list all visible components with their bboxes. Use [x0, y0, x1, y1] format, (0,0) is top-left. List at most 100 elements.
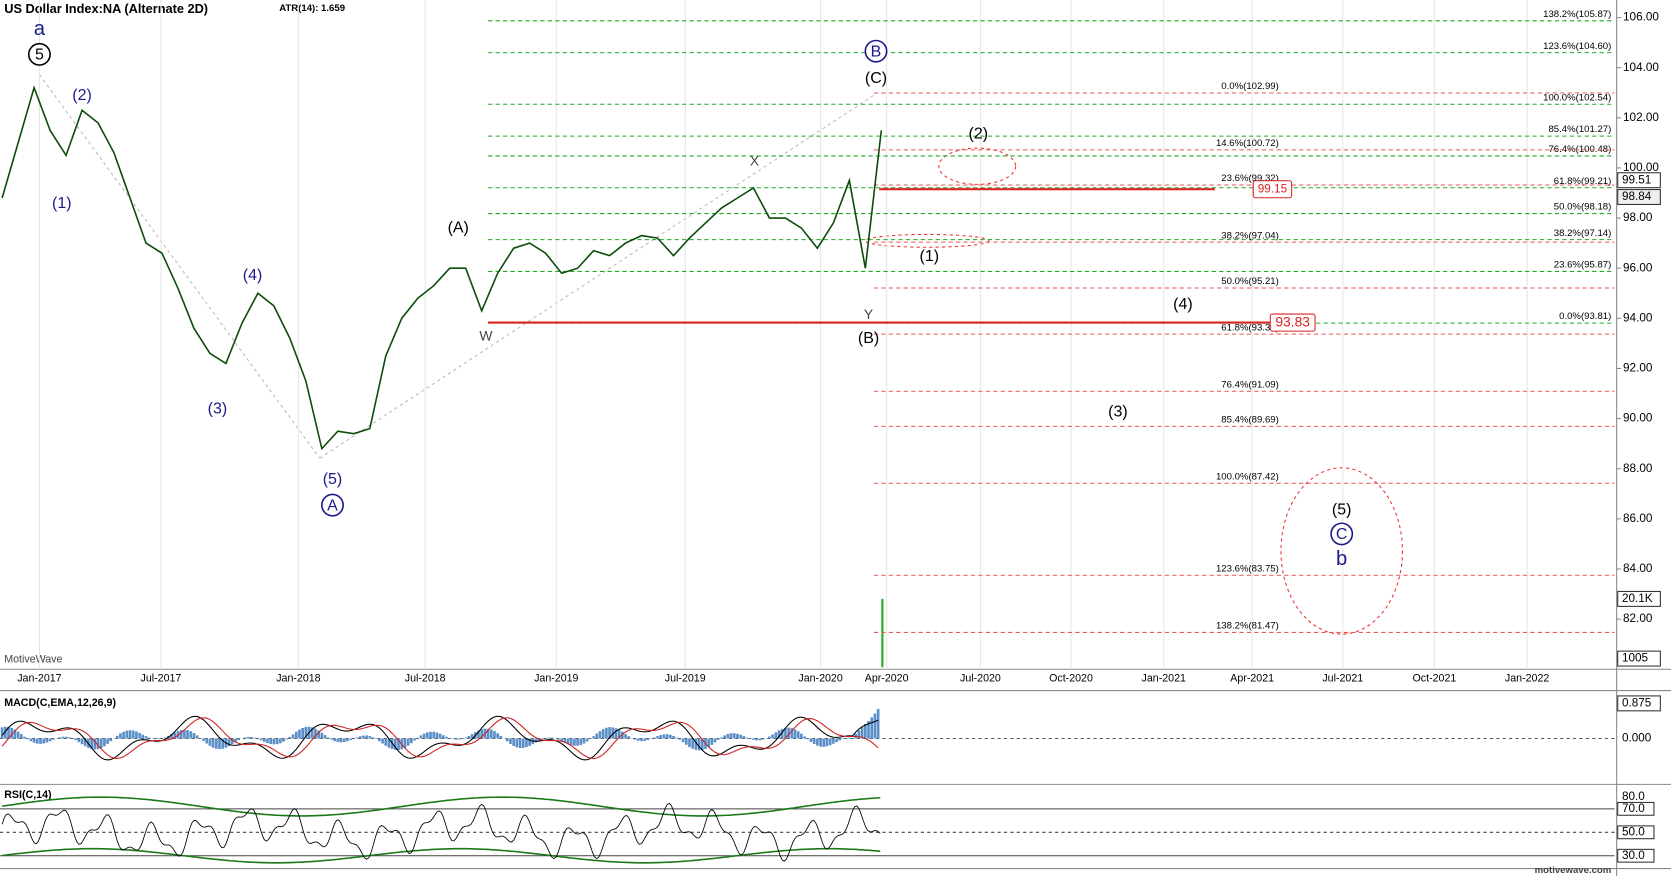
fib-label: 100.0%(87.42) — [1216, 471, 1279, 482]
x-tick-label: Jan-2020 — [798, 673, 842, 685]
target-ellipse — [938, 147, 1017, 185]
fib-label: 38.2%(97.14) — [1554, 228, 1612, 239]
macd-tick-label: 0.000 — [1622, 732, 1652, 745]
macd-line — [1, 715, 879, 761]
volume-box — [1617, 590, 1661, 607]
fib-label: 0.0%(93.81) — [1559, 311, 1611, 322]
rsi-title: RSI(C,14) — [4, 789, 52, 801]
y-tick-label: 102.00 — [1623, 111, 1659, 124]
wave-label: B — [871, 43, 882, 60]
rsi-band — [2, 847, 881, 864]
wave-label: (3) — [208, 400, 228, 417]
y-tick-label: 90.00 — [1623, 412, 1653, 425]
fib-label: 14.6%(100.72) — [1216, 138, 1279, 149]
rsi-band — [2, 796, 881, 817]
fib-label: 123.6%(83.75) — [1216, 563, 1279, 574]
axis-marker — [1617, 172, 1661, 189]
signal-line — [1, 717, 879, 760]
rsi-tick-label: 80.0 — [1622, 790, 1645, 803]
indicator: ATR(14): 1.659 — [279, 3, 345, 14]
wave-label: (3) — [1108, 404, 1128, 421]
axis-marker — [1617, 189, 1661, 206]
y-tick-label: 86.00 — [1623, 512, 1653, 525]
x-tick-label: Jul-2018 — [405, 673, 446, 685]
y-tick-label: 98.00 — [1623, 211, 1653, 224]
x-tick-label: Jan-2017 — [17, 673, 61, 685]
x-tick-label: Jul-2017 — [141, 673, 182, 685]
chart-title: US Dollar Index:NA (Alternate 2D) — [4, 1, 208, 16]
wave-label: Y — [864, 306, 873, 322]
x-tick-label: Jul-2021 — [1322, 673, 1363, 685]
y-tick-label: 92.00 — [1623, 362, 1653, 375]
volume-label: 20.1K — [1622, 592, 1653, 605]
macd-title: MACD(C,EMA,12,26,9) — [4, 697, 116, 709]
wave-label: (1) — [52, 195, 72, 212]
rsi-tick-label: 70.0 — [1622, 802, 1645, 815]
axis-box — [1617, 695, 1661, 712]
trend-line — [39, 74, 321, 459]
fib-label: 50.0%(95.21) — [1221, 276, 1279, 287]
watermark: MotiveWave — [4, 653, 62, 665]
wave-label: (C) — [865, 70, 887, 87]
wave-label: b — [1336, 548, 1347, 570]
axis-marker-label: 98.84 — [1622, 190, 1652, 203]
fib-label: 23.6%(99.32) — [1221, 173, 1279, 184]
marker-label: 99.15 — [1258, 182, 1288, 195]
x-tick-label: Jan-2021 — [1142, 673, 1186, 685]
y-tick-label: 82.00 — [1623, 612, 1653, 625]
wave-label: (5) — [323, 471, 343, 488]
fib-label: 76.4%(91.09) — [1221, 379, 1279, 390]
marker-label: 93.83 — [1275, 313, 1310, 329]
fib-label: 123.6%(104.60) — [1543, 41, 1611, 52]
fib-label: 0.0%(102.99) — [1221, 81, 1279, 92]
wave-circle — [1330, 522, 1354, 546]
target-ellipse — [864, 233, 990, 248]
axis-box — [1617, 825, 1655, 840]
x-tick-label: Jan-2018 — [276, 673, 320, 685]
volume-box — [1617, 650, 1661, 667]
fib-label: 76.4%(100.48) — [1548, 144, 1611, 155]
fib-label: 23.6%(95.87) — [1554, 260, 1612, 271]
macd-tick-label: 0.875 — [1622, 696, 1652, 709]
rsi-tick-label: 30.0 — [1622, 849, 1645, 862]
fib-label: 138.2%(81.47) — [1216, 621, 1279, 632]
wave-label: a — [34, 18, 46, 40]
y-tick-label: 96.00 — [1623, 261, 1653, 274]
target-ellipse — [1280, 467, 1403, 635]
wave-label: (1) — [920, 248, 940, 265]
fib-label: 38.2%(97.04) — [1221, 230, 1279, 241]
axis-marker-label: 99.51 — [1622, 173, 1651, 186]
fib-label: 61.8%(93.37) — [1221, 322, 1279, 333]
wave-label: X — [750, 153, 759, 169]
wave-label: (2) — [969, 125, 989, 142]
axis-box — [1617, 848, 1655, 863]
x-tick-label: Jul-2019 — [665, 673, 706, 685]
fib-label: 85.4%(101.27) — [1548, 124, 1611, 135]
y-tick-label: 84.00 — [1623, 562, 1653, 575]
wave-label: (B) — [858, 330, 879, 347]
wave-label: C — [1336, 526, 1348, 543]
wave-circle — [27, 42, 51, 66]
axis-box — [1617, 801, 1655, 816]
marker-box — [1269, 313, 1316, 332]
wave-label: (5) — [1332, 502, 1352, 519]
x-tick-label: Jan-2019 — [534, 673, 578, 685]
fib-label: 138.2%(105.87) — [1543, 9, 1611, 20]
wave-label: (4) — [1173, 296, 1193, 313]
volume-label: 1005 — [1622, 652, 1649, 665]
rsi-line — [1, 802, 881, 862]
price-line — [1, 85, 883, 451]
x-tick-label: Apr-2020 — [865, 673, 909, 685]
wave-label: W — [479, 327, 493, 343]
x-tick-label: Jul-2020 — [960, 673, 1001, 685]
y-tick-label: 104.00 — [1623, 61, 1659, 74]
x-tick-label: Oct-2021 — [1413, 673, 1457, 685]
y-tick-label: 88.00 — [1623, 462, 1653, 475]
fib-label: 85.4%(89.69) — [1221, 415, 1279, 426]
wave-circle — [864, 39, 888, 63]
fib-label: 61.8%(99.21) — [1554, 176, 1612, 187]
fib-label: 50.0%(98.18) — [1554, 202, 1612, 213]
